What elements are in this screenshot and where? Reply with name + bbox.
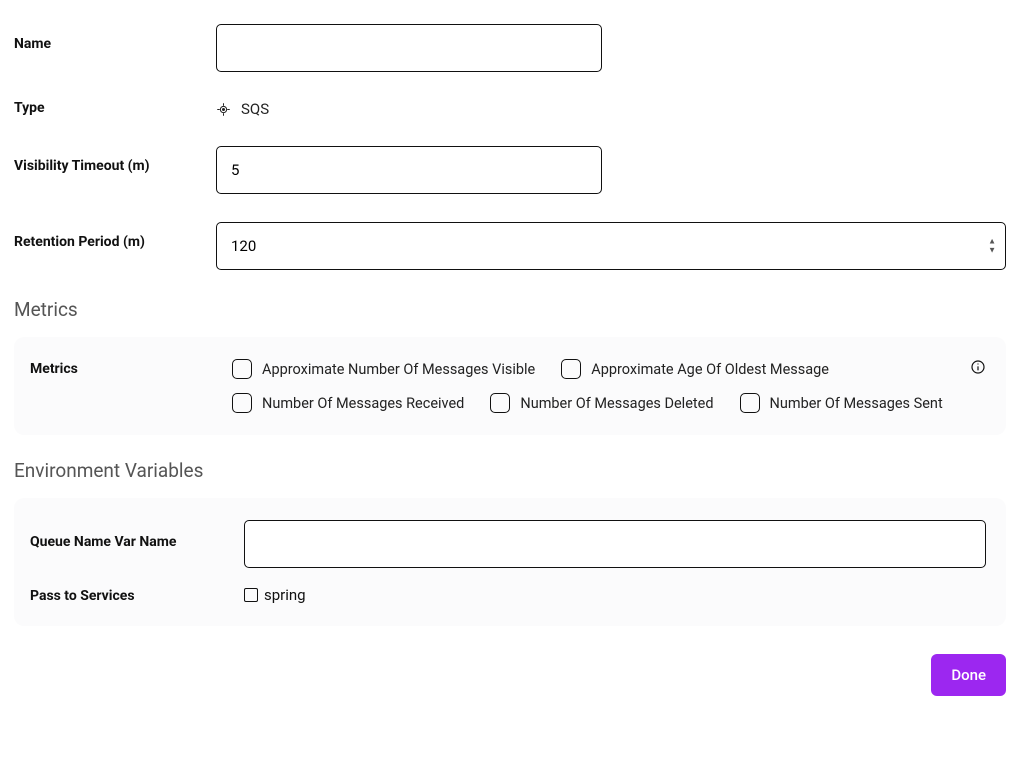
retention-period-input[interactable] (216, 222, 1006, 270)
visibility-timeout-label: Visibility Timeout (m) (14, 146, 216, 174)
footer: Done (14, 650, 1006, 696)
queue-name-var-input[interactable] (244, 520, 986, 568)
metric-option[interactable]: Approximate Age Of Oldest Message (561, 359, 829, 379)
target-icon (216, 102, 231, 117)
type-value: SQS (216, 100, 269, 118)
type-text: SQS (241, 100, 269, 118)
info-icon[interactable] (970, 359, 986, 375)
visibility-timeout-control (216, 146, 602, 194)
metric-label: Approximate Number Of Messages Visible (262, 361, 535, 378)
retention-period-control: ▲▼ (216, 222, 1006, 270)
metric-label: Approximate Age Of Oldest Message (591, 361, 829, 378)
metric-label: Number Of Messages Sent (770, 395, 943, 412)
metric-option[interactable]: Number Of Messages Received (232, 393, 464, 413)
name-row: Name (14, 24, 1006, 72)
metrics-panel: Metrics Approximate Number Of Messages V… (14, 337, 1006, 435)
pass-service-label: spring (264, 586, 306, 604)
env-panel: Queue Name Var Name Pass to Services spr… (14, 498, 1006, 626)
metric-option[interactable]: Approximate Number Of Messages Visible (232, 359, 535, 379)
done-button[interactable]: Done (931, 654, 1006, 696)
queue-name-var-row: Queue Name Var Name (30, 520, 986, 568)
visibility-timeout-input[interactable] (216, 146, 602, 194)
checkbox-icon[interactable] (740, 393, 760, 413)
pass-service-option[interactable]: spring (244, 586, 306, 604)
metrics-options: Approximate Number Of Messages Visible A… (232, 359, 954, 413)
retention-period-row: Retention Period (m) ▲▼ (14, 222, 1006, 270)
metric-label: Number Of Messages Received (262, 395, 464, 412)
metrics-label: Metrics (30, 359, 232, 377)
env-section-title: Environment Variables (14, 459, 1006, 482)
type-row: Type SQS (14, 100, 1006, 118)
metrics-row: Metrics Approximate Number Of Messages V… (30, 359, 986, 413)
checkbox-icon[interactable] (244, 588, 258, 602)
name-control (216, 24, 602, 72)
metrics-content: Approximate Number Of Messages Visible A… (232, 359, 986, 413)
name-label: Name (14, 24, 216, 52)
checkbox-icon[interactable] (490, 393, 510, 413)
queue-name-var-control (244, 520, 986, 568)
metric-option[interactable]: Number Of Messages Sent (740, 393, 943, 413)
checkbox-icon[interactable] (561, 359, 581, 379)
visibility-timeout-row: Visibility Timeout (m) (14, 146, 1006, 194)
metrics-section-title: Metrics (14, 298, 1006, 321)
checkbox-icon[interactable] (232, 359, 252, 379)
retention-period-label: Retention Period (m) (14, 222, 216, 250)
type-label: Type (14, 100, 216, 116)
checkbox-icon[interactable] (232, 393, 252, 413)
metric-label: Number Of Messages Deleted (520, 395, 713, 412)
metric-option[interactable]: Number Of Messages Deleted (490, 393, 713, 413)
pass-to-services-row: Pass to Services spring (30, 586, 986, 604)
name-input[interactable] (216, 24, 602, 72)
queue-name-var-label: Queue Name Var Name (30, 520, 244, 550)
pass-to-services-label: Pass to Services (30, 586, 244, 604)
